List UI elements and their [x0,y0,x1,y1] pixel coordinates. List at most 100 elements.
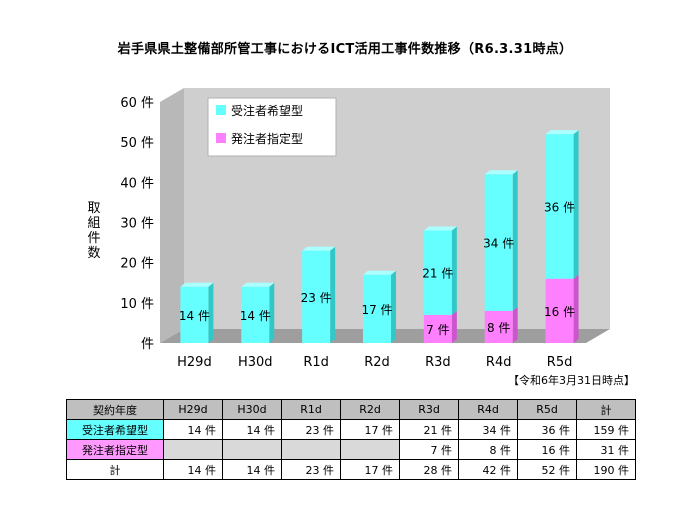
table-header-cell: R4d [458,399,518,420]
bar-hope-side [391,270,396,343]
table-cell: 17 件 [340,459,400,480]
data-label: 23 件 [301,291,332,305]
table-cell: 17 件 [340,419,400,440]
table-header-cell: R5d [517,399,577,420]
x-tick-label: H30d [238,355,273,370]
bar-hope [180,286,209,343]
y-tick-label: 40 件 [120,176,154,191]
bar-hope-top [484,170,518,175]
bar-hope [363,274,391,343]
table-row-total: 計 14 件 14 件 23 件 17 件 28 件 42 件 52 件 190… [66,459,636,480]
data-label: 8 件 [487,321,510,335]
bar-spec-side [512,306,518,343]
table-cell: 190 件 [576,459,636,480]
table-cell: 8 件 [458,439,518,460]
bar-hope-side [269,282,275,343]
bar-hope-top [363,270,396,275]
y-axis-label-char: 数 [87,246,100,261]
table-cell [281,439,341,460]
table-header-cell: 契約年度 [66,399,164,420]
y-tick-label: 50 件 [120,136,154,151]
bar-hope-side [512,170,518,311]
table-cell: 34 件 [458,419,518,440]
bar-spec [545,278,574,343]
data-label: 14 件 [179,309,210,323]
y-axis-label-char: 組 [87,216,100,231]
bar-hope [241,286,270,343]
bar-hope-side [208,282,214,343]
y-axis-label-char: 件 [87,231,100,246]
bar-hope-top [423,226,457,231]
bar-hope [484,174,513,311]
x-tick-label: R2d [364,355,390,370]
bar-spec-side [573,274,579,343]
bar-hope [545,134,574,279]
table-header-cell: R3d [399,399,459,420]
table-cell: 7 件 [399,439,459,460]
legend-label: 受注者希望型 [231,103,303,118]
table-cell: 23 件 [281,419,341,440]
y-tick-label: 件 [141,337,154,352]
table-cell: 14 件 [222,459,282,480]
bar-spec-side [451,310,457,343]
bar-hope-side [330,246,336,343]
as-of-note: 【令和6年3月31日時点】 [508,374,635,387]
table-cell [340,439,400,460]
table-cell: 159 件 [576,419,636,440]
table-header-cell: R1d [281,399,341,420]
legend-swatch [216,133,226,143]
table-cell: 36 件 [517,419,577,440]
x-axis-ticks: H29d H30d R1d R2d R3d R4d R5d [177,355,572,370]
chart-title: 岩手県県土整備部所管工事におけるICT活用工事件数推移（R6.3.31時点） [117,42,573,57]
y-tick-label: 10 件 [120,297,154,312]
table-cell: 14 件 [163,459,223,480]
row-label: 計 [66,459,164,480]
table-cell: 52 件 [517,459,577,480]
y-axis-ticks: 60 件 50 件 40 件 30 件 20 件 10 件件 [120,96,154,352]
bar-spec [484,310,513,343]
table-header-cell: 計 [576,399,636,420]
y-tick-label: 30 件 [120,217,154,232]
table-header-row: 契約年度 H29d H30d R1d R2d R3d R4d R5d 計 [66,399,636,420]
bar-hope-top [302,246,336,251]
table-cell: 28 件 [399,459,459,480]
data-label: 7 件 [426,323,449,337]
legend-swatch [216,105,226,115]
x-tick-label: R4d [486,355,512,370]
bars: 14 件 14 件 23 件 17 件 7 件 21 件 8 件 34 件 16 件 36 件 [179,130,579,343]
data-label: 16 件 [544,305,575,319]
bar-hope-side [573,130,579,279]
chart-side-wall [160,88,184,343]
row-label: 発注者指定型 [66,439,164,460]
bar-hope-top [180,282,214,287]
data-label: 17 件 [361,303,392,317]
table-cell [163,439,223,460]
x-tick-label: H29d [177,355,212,370]
table-cell: 23 件 [281,459,341,480]
data-label: 21 件 [422,267,453,281]
table-header-cell: H30d [222,399,282,420]
table-header-cell: H29d [163,399,223,420]
x-tick-label: R5d [547,355,573,370]
table-row-spec: 発注者指定型 7 件 8 件 16 件 31 件 [66,439,636,460]
legend-box [207,97,337,157]
y-tick-label: 20 件 [120,257,154,272]
bar-hope [302,250,331,343]
table-cell: 14 件 [222,419,282,440]
data-label: 34 件 [483,237,514,251]
table-cell: 31 件 [576,439,636,460]
table-cell: 42 件 [458,459,518,480]
bar-hope-top [545,130,579,135]
bar-hope-top [241,282,275,287]
y-axis-label-char: 取 [87,201,100,216]
table-header-cell: R2d [340,399,400,420]
summary-table: 契約年度 H29d H30d R1d R2d R3d R4d R5d 計 受注者… [66,399,636,480]
table-cell: 14 件 [163,419,223,440]
table-cell: 16 件 [517,439,577,460]
bar-spec [423,314,452,343]
data-label: 14 件 [240,309,271,323]
x-tick-label: R3d [425,355,451,370]
